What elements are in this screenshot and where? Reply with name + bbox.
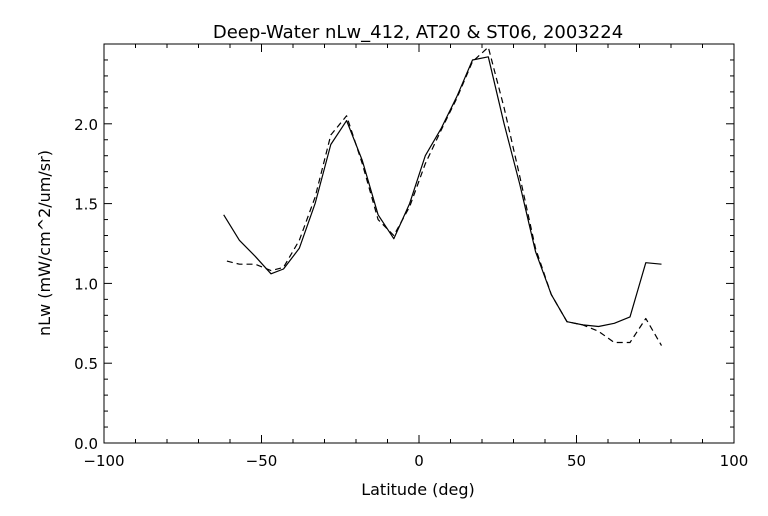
x-tick-label: −100	[83, 452, 124, 470]
y-tick-label: 2.0	[74, 116, 98, 134]
y-tick-label: 1.5	[74, 196, 98, 214]
y-axis-ticks: 0.0 0.5 1.0 1.5 2.0	[74, 59, 734, 453]
series-line-dashed	[226, 46, 663, 346]
x-tick-label: 0	[414, 452, 424, 470]
y-tick-label: 0.5	[74, 355, 98, 373]
chart-title: Deep-Water nLw_412, AT20 & ST06, 2003224	[213, 22, 623, 43]
x-tick-label: 50	[567, 452, 586, 470]
series-line-solid	[223, 56, 662, 328]
y-tick-label: 0.0	[74, 435, 98, 453]
x-axis-ticks: −100 −50 0 50 100	[83, 44, 748, 470]
x-tick-label: −50	[246, 452, 278, 470]
series-layer	[223, 46, 663, 346]
x-axis-label: Latitude (deg)	[361, 480, 475, 499]
x-tick-label: 100	[720, 452, 749, 470]
y-tick-label: 1.0	[74, 275, 98, 293]
y-axis-label: nLw (mW/cm^2/um/sr)	[35, 150, 54, 336]
plot-frame	[103, 43, 735, 444]
